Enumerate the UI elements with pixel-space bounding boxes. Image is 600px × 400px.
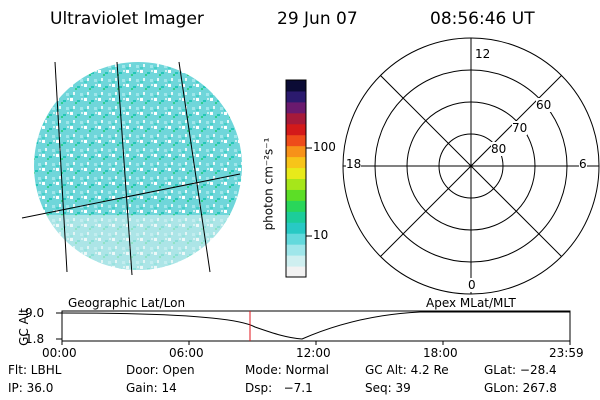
colorbar-segment (286, 255, 306, 267)
info-seq: Seq: 39 (365, 381, 411, 395)
colorbar-segment (286, 90, 306, 103)
mlat-label-80: 80 (491, 142, 507, 156)
colorbar-segment (286, 189, 306, 201)
lat-lon-grid (21, 61, 241, 276)
info-gc-alt: GC Alt: 4.2 Re (365, 363, 449, 377)
info-ip: IP: 36.0 (8, 381, 54, 395)
colorbar-segment (286, 112, 306, 125)
time-tick-0: 00:00 (42, 346, 77, 360)
colorbar-segment (286, 145, 306, 158)
colorbar-segment (286, 134, 306, 147)
colorbar-segment (286, 101, 306, 114)
colorbar-segment (286, 178, 306, 190)
colorbar-segment (286, 222, 306, 234)
info-gain: Gain: 14 (126, 381, 177, 395)
info-glon: GLon: 267.8 (484, 381, 557, 395)
colorbar-segment (286, 123, 306, 136)
colorbar-segment (286, 80, 306, 92)
mlt-label-18: 18 (346, 157, 362, 171)
colorbar-tick-10: 10 (313, 228, 329, 242)
info-glat: GLat: −28.4 (484, 363, 557, 377)
time-tick-4: 23:59 (549, 346, 584, 360)
timeline-ytick-9: 9.0 (25, 306, 45, 320)
mlat-label-70: 70 (512, 121, 528, 135)
colorbar-segment (286, 211, 306, 223)
apex-label: Apex MLat/MLT (426, 296, 516, 310)
mlt-label-12: 12 (475, 47, 491, 61)
colorbar-segment (286, 266, 306, 278)
colorbar-segment (286, 233, 306, 245)
colorbar-tick-100: 100 (313, 140, 336, 154)
info-mode: Mode: Normal (245, 363, 329, 377)
mlat-label-60: 60 (536, 98, 552, 112)
geographic-label: Geographic Lat/Lon (68, 296, 186, 310)
time-tick-1: 06:00 (169, 346, 204, 360)
colorbar-segment (286, 167, 306, 179)
mlt-label-0: 0 (468, 278, 476, 292)
info-flt: Flt: LBHL (8, 363, 62, 377)
info-door: Door: Open (126, 363, 195, 377)
time-tick-3: 18:00 (423, 346, 458, 360)
colorbar-segment (286, 244, 306, 256)
info-dsp: Dsp: −7.1 (245, 381, 313, 395)
app-title: Ultraviolet Imager (50, 9, 204, 29)
time-label: 08:56:46 UT (430, 9, 535, 29)
colorbar-segment (286, 156, 306, 169)
colorbar-segment (286, 200, 306, 212)
mlt-label-6: 6 (579, 157, 587, 171)
date-label: 29 Jun 07 (277, 9, 358, 29)
timeline-ytick-1-8: 1.8 (25, 332, 45, 346)
time-tick-2: 12:00 (296, 346, 331, 360)
